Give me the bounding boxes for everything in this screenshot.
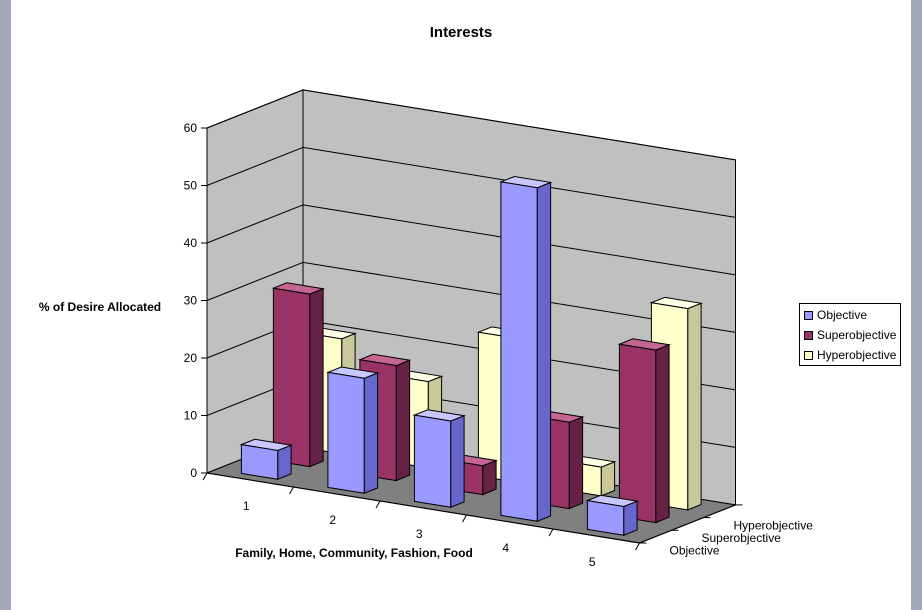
- axes: [201, 127, 743, 551]
- y-tick-label: 50: [184, 179, 198, 193]
- window-frame-left: [0, 0, 11, 610]
- bar-side: [536, 181, 552, 523]
- legend-label: Objective: [817, 308, 868, 322]
- bar-objective-1: [239, 438, 293, 481]
- bar-side: [363, 372, 379, 495]
- depth-axis-line: [639, 504, 736, 544]
- y-tick-label: 10: [184, 409, 198, 423]
- x-tick-label: 4: [502, 541, 509, 555]
- bar-front: [586, 500, 625, 536]
- chart-title: Interests: [430, 24, 493, 41]
- bar-side: [623, 500, 638, 537]
- x-tick-labels: 1 2 3 4 5: [243, 499, 596, 569]
- window-frame-right: [911, 0, 922, 610]
- bar-side: [482, 459, 497, 496]
- legend: Objective Superobjective Hyperobjective: [799, 303, 901, 366]
- bar-side: [568, 416, 584, 510]
- legend-item-superobjective: Superobjective: [804, 327, 896, 343]
- x-axis-title: Family, Home, Community, Fashion, Food: [235, 546, 473, 560]
- bar-side: [277, 444, 292, 481]
- x-tick-mark: [202, 472, 208, 481]
- legend-swatch-hyperobjective: [804, 350, 813, 360]
- bar-front: [272, 287, 311, 468]
- bar-front: [500, 181, 538, 522]
- depth-label: Hyperobjective: [734, 518, 814, 532]
- bars: [239, 175, 703, 537]
- bar-objective-2: [326, 366, 380, 495]
- bar-superobjective-5: [617, 338, 671, 524]
- legend-item-objective: Objective: [804, 307, 867, 323]
- x-tick-mark: [635, 542, 640, 551]
- bar-objective-3: [412, 409, 466, 509]
- depth-labels: Objective Superobjective Hyperobjective: [670, 518, 814, 557]
- legend-swatch-superobjective: [804, 330, 813, 340]
- legend-swatch-objective: [804, 310, 813, 320]
- x-tick-mark: [548, 528, 554, 537]
- x-tick-label: 1: [243, 499, 250, 513]
- y-tick-label: 20: [184, 351, 198, 365]
- bar-superobjective-1: [271, 282, 325, 468]
- y-tick-labels: 0 10 20 30 40 50 60: [184, 121, 198, 480]
- bar-side: [309, 287, 324, 468]
- gridline: [206, 204, 736, 276]
- bar-front: [618, 343, 657, 524]
- bar-front: [327, 371, 365, 494]
- y-tick-label: 60: [184, 121, 198, 135]
- bar-front: [240, 444, 279, 480]
- depth-label: Superobjective: [702, 531, 782, 545]
- bar-side: [655, 343, 670, 524]
- legend-label: Hyperobjective: [817, 348, 897, 362]
- legend-label: Superobjective: [817, 328, 897, 342]
- x-tick-mark: [289, 486, 294, 495]
- bar-side: [687, 302, 702, 511]
- bar-side: [395, 359, 411, 482]
- gridline: [206, 261, 736, 333]
- bar-side: [600, 461, 616, 497]
- gridline: [206, 146, 736, 218]
- y-tick-label: 40: [184, 236, 198, 250]
- bar-objective-5: [585, 494, 639, 537]
- bar-front: [413, 414, 452, 508]
- x-tick-mark: [462, 514, 467, 523]
- x-tick-label: 5: [589, 555, 596, 569]
- legend-item-hyperobjective: Hyperobjective: [804, 347, 896, 363]
- bar-side: [450, 414, 465, 509]
- depth-label: Objective: [670, 544, 720, 558]
- gridline: [206, 89, 736, 161]
- x-tick-mark: [375, 500, 381, 509]
- y-tick-label: 0: [190, 466, 197, 480]
- y-tick-label: 30: [184, 294, 198, 308]
- x-tick-label: 2: [329, 513, 336, 527]
- x-tick-label: 3: [416, 527, 423, 541]
- x-axis-line: [206, 472, 640, 544]
- bar-objective-4: [499, 175, 553, 523]
- y-axis-title: % of Desire Allocated: [39, 300, 161, 314]
